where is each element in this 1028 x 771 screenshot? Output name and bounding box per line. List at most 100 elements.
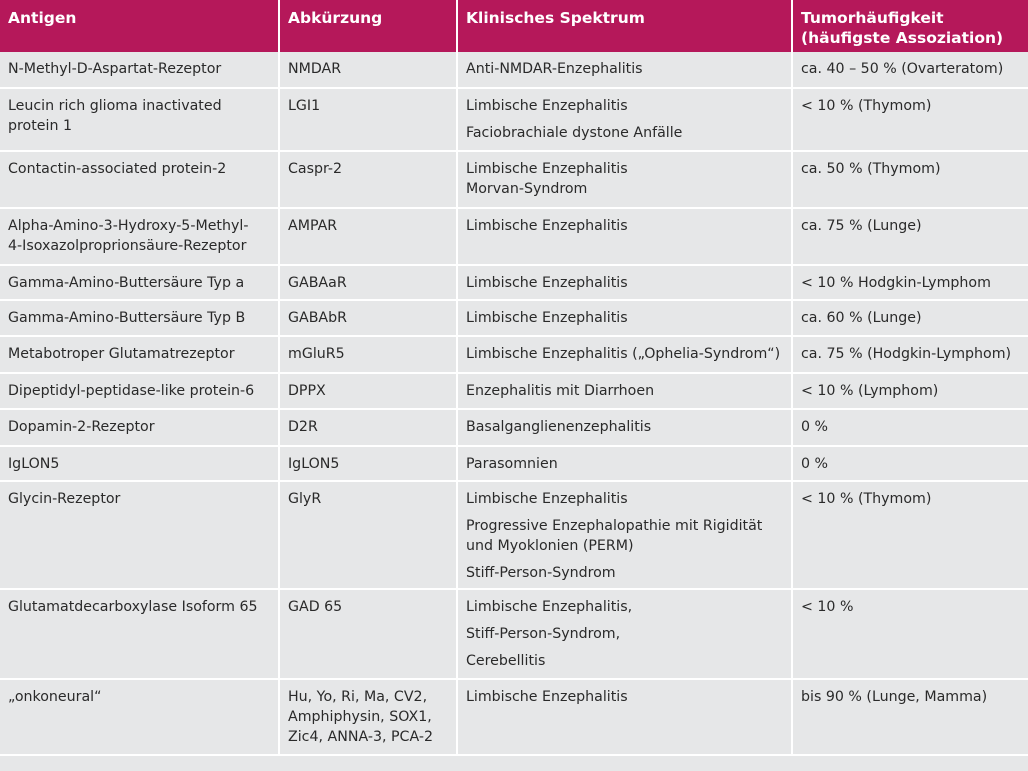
cell-text-line: Gamma-Amino-Buttersäure Typ B <box>8 310 246 326</box>
cell-text-line: IgLON5 <box>288 456 340 472</box>
header-tumor-frequency: Tumorhäufigkeit (häufigste Assoziation) <box>792 0 1028 52</box>
cell-abbreviation: Hu, Yo, Ri, Ma, CV2, Amphiphysin, SOX1, Zi… <box>279 679 458 756</box>
cell-text-line: AMPAR <box>288 218 338 234</box>
cell-clinical-spectrum: Limbische Enzephalitis Morvan-Syndrom <box>457 151 793 209</box>
cell-antigen: Leucin rich glioma inactivated protein 1 <box>0 88 280 152</box>
cell-text-line: ca. 50 % (Thymom) <box>801 161 941 177</box>
cell-text-line: Basalganglienenzephalitis <box>466 419 652 435</box>
cell-antigen: Glycin-Rezeptor <box>0 481 280 590</box>
cell-text-line: Limbische Enzephalitis <box>466 161 628 177</box>
cell-text-line: Anti-NMDAR-Enzephalitis <box>466 61 643 77</box>
cell-text-line: Contactin-associated protein-2 <box>8 161 227 177</box>
cell-text-line: Limbische Enzephalitis <box>466 218 628 234</box>
cell-text-line: mGluR5 <box>288 346 345 362</box>
cell-abbreviation: Caspr-2 <box>279 151 458 209</box>
cell-tumor-frequency: < 10 % (Thymom) <box>792 88 1028 152</box>
cell-text-line: Stiff-Person-Syndrom <box>466 565 616 581</box>
cell-text-line: ca. 75 % (Hodgkin-Lymphom) <box>801 346 1012 362</box>
table-row: Contactin-associated protein-2 Caspr-2 Lim… <box>0 151 1028 209</box>
cell-text-line: Limbische Enzephalitis <box>466 310 628 326</box>
cell-text-line: und Myoklonien (PERM) <box>466 538 634 554</box>
cell-text-line: Stiff-Person-Syndrom, <box>466 626 621 642</box>
cell-text-line: < 10 % (Thymom) <box>801 491 932 507</box>
cell-text-line: Cerebellitis <box>466 653 546 669</box>
cell-text-line: ca. 75 % (Lunge) <box>801 218 922 234</box>
cell-antigen: Contactin-associated protein-2 <box>0 151 280 209</box>
header-clinical-spectrum: Klinisches Spektrum <box>457 0 793 52</box>
cell-antigen: Alpha-Amino-3-Hydroxy-5-Methyl- 4-Isoxazo… <box>0 208 280 266</box>
cell-text-line: Limbische Enzephalitis („Ophelia-Syndrom… <box>466 346 781 362</box>
cell-clinical-spectrum: Parasomnien <box>457 446 793 482</box>
cell-antigen: Gamma-Amino-Buttersäure Typ a <box>0 265 280 301</box>
cell-clinical-spectrum: Limbische Enzephalitis <box>457 208 793 266</box>
cell-abbreviation: NMDAR <box>279 52 458 89</box>
cell-abbreviation: GAD 65 <box>279 589 458 680</box>
cell-tumor-frequency: ca. 75 % (Lunge) <box>792 208 1028 266</box>
cell-antigen: Dopamin-2-Rezeptor <box>0 409 280 447</box>
cell-text-line: Limbische Enzephalitis <box>466 689 628 705</box>
cell-text-line: < 10 % (Thymom) <box>801 98 932 114</box>
cell-text-line: 0 % <box>801 456 829 472</box>
cell-text-line: Gamma-Amino-Buttersäure Typ a <box>8 275 245 291</box>
cell-text-line: protein 1 <box>8 118 72 134</box>
cell-clinical-spectrum: Limbische Enzephalitis Faciobrachiale dys… <box>457 88 793 152</box>
cell-antigen: N-Methyl-D-Aspartat-Rezeptor <box>0 52 280 89</box>
cell-antigen: Dipeptidyl-peptidase-like protein-6 <box>0 373 280 410</box>
cell-text-line: Metabotroper Glutamatrezeptor <box>8 346 235 362</box>
cell-text-line: Hu, Yo, Ri, Ma, CV2, <box>288 689 428 705</box>
cell-clinical-spectrum: Limbische Enzephalitis Progressive Enzeph… <box>457 481 793 590</box>
cell-clinical-spectrum: Limbische Enzephalitis <box>457 300 793 337</box>
cell-text-line: ca. 60 % (Lunge) <box>801 310 922 326</box>
table-row: N-Methyl-D-Aspartat-Rezeptor NMDAR Anti-NM… <box>0 52 1028 89</box>
cell-text-line: Glutamatdecarboxylase Isoform 65 <box>8 599 258 615</box>
table-row: Dipeptidyl-peptidase-like protein-6 DPPX E… <box>0 373 1028 410</box>
header-antigen: Antigen <box>0 0 280 52</box>
table-row: Gamma-Amino-Buttersäure Typ a GABAaR Limbi… <box>0 265 1028 301</box>
cell-text-line: Parasomnien <box>466 456 558 472</box>
cell-text-line: D2R <box>288 419 318 435</box>
cell-antigen: Metabotroper Glutamatrezeptor <box>0 336 280 374</box>
cell-text-line: Limbische Enzephalitis <box>466 491 628 507</box>
cell-antigen: „onkoneural“ <box>0 679 280 756</box>
cell-tumor-frequency: ca. 40 – 50 % (Ovarteratom) <box>792 52 1028 89</box>
cell-text-line: Limbische Enzephalitis <box>466 98 628 114</box>
cell-text-line: Morvan-Syndrom <box>466 181 588 197</box>
cell-text-line: GABAbR <box>288 310 348 326</box>
cell-text-line: ca. 40 – 50 % (Ovarteratom) <box>801 61 1004 77</box>
cell-tumor-frequency: ca. 50 % (Thymom) <box>792 151 1028 209</box>
cell-text-line: N-Methyl-D-Aspartat-Rezeptor <box>8 61 222 77</box>
cell-text-line: Limbische Enzephalitis <box>466 275 628 291</box>
table-row: Glycin-Rezeptor GlyR Limbische Enzephaliti… <box>0 481 1028 590</box>
cell-text-line: „onkoneural“ <box>8 689 102 705</box>
table-row: Metabotroper Glutamatrezeptor mGluR5 Limbi… <box>0 336 1028 374</box>
table-row: Alpha-Amino-3-Hydroxy-5-Methyl- 4-Isoxazo… <box>0 208 1028 266</box>
cell-text-line: < 10 % <box>801 599 854 615</box>
table-row: IgLON5 IgLON5 Parasomnien 0 % <box>0 446 1028 482</box>
cell-clinical-spectrum: Limbische Enzephalitis, Stiff-Person-Synd… <box>457 589 793 680</box>
table-row: Dopamin-2-Rezeptor D2R Basalganglienenzeph… <box>0 409 1028 447</box>
cell-text-line: GlyR <box>288 491 322 507</box>
cell-tumor-frequency: ca. 75 % (Hodgkin-Lymphom) <box>792 336 1028 374</box>
cell-text-line: GABAaR <box>288 275 347 291</box>
cell-abbreviation: LGI1 <box>279 88 458 152</box>
cell-text-line: Zic4, ANNA-3, PCA-2 <box>288 729 433 745</box>
cell-tumor-frequency: < 10 % Hodgkin-Lymphom <box>792 265 1028 301</box>
cell-tumor-frequency: 0 % <box>792 446 1028 482</box>
cell-antigen: IgLON5 <box>0 446 280 482</box>
cell-text-line: NMDAR <box>288 61 342 77</box>
cell-text-line: 4-Isoxazolproprionsäure-Rezeptor <box>8 238 247 254</box>
cell-antigen: Gamma-Amino-Buttersäure Typ B <box>0 300 280 337</box>
cell-text-line: Amphiphysin, SOX1, <box>288 709 432 725</box>
cell-abbreviation: IgLON5 <box>279 446 458 482</box>
cell-tumor-frequency: < 10 % (Thymom) <box>792 481 1028 590</box>
cell-abbreviation: GlyR <box>279 481 458 590</box>
cell-abbreviation: D2R <box>279 409 458 447</box>
cell-clinical-spectrum: Anti-NMDAR-Enzephalitis <box>457 52 793 89</box>
cell-antigen: Glutamatdecarboxylase Isoform 65 <box>0 589 280 680</box>
cell-abbreviation: AMPAR <box>279 208 458 266</box>
cell-text-line: 0 % <box>801 419 829 435</box>
cell-text-line: DPPX <box>288 383 326 399</box>
cell-abbreviation: GABAbR <box>279 300 458 337</box>
cell-text-line: Glycin-Rezeptor <box>8 491 121 507</box>
table-row: „onkoneural“ Hu, Yo, Ri, Ma, CV2, Amphiphy… <box>0 679 1028 756</box>
